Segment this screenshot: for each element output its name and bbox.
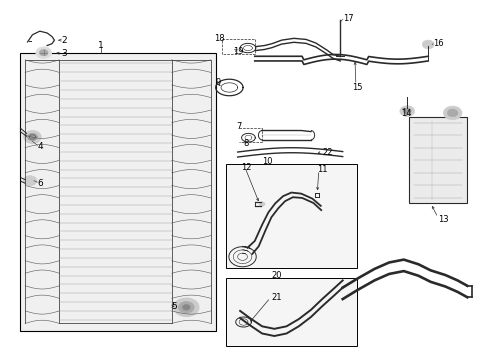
Circle shape <box>403 108 411 114</box>
Bar <box>409 117 467 203</box>
Text: 6: 6 <box>37 179 43 188</box>
Circle shape <box>39 49 48 56</box>
Text: 17: 17 <box>343 14 353 23</box>
Bar <box>226 278 357 346</box>
Circle shape <box>259 202 265 206</box>
Text: 11: 11 <box>318 166 328 175</box>
Text: 8: 8 <box>244 139 249 148</box>
Circle shape <box>173 298 199 317</box>
Text: 1: 1 <box>98 41 104 50</box>
Bar <box>226 164 357 268</box>
Text: 10: 10 <box>262 157 272 166</box>
Circle shape <box>24 131 41 143</box>
Circle shape <box>400 106 415 117</box>
Text: 9: 9 <box>216 78 221 87</box>
Bar <box>20 53 216 330</box>
Text: 21: 21 <box>272 293 282 302</box>
Circle shape <box>182 305 190 310</box>
Text: 18: 18 <box>214 34 225 43</box>
Circle shape <box>36 47 51 58</box>
Text: 20: 20 <box>272 271 282 280</box>
Text: 3: 3 <box>62 49 68 58</box>
Text: 22: 22 <box>322 148 333 157</box>
Text: 2: 2 <box>62 36 68 45</box>
Circle shape <box>178 302 194 313</box>
Text: 19: 19 <box>233 47 243 56</box>
Text: 4: 4 <box>37 142 43 151</box>
Text: 12: 12 <box>241 163 251 172</box>
Circle shape <box>443 106 462 120</box>
Text: 13: 13 <box>438 215 449 224</box>
Circle shape <box>447 109 458 117</box>
Text: 15: 15 <box>352 83 363 92</box>
Text: 5: 5 <box>172 302 177 311</box>
Circle shape <box>422 40 434 49</box>
Text: 14: 14 <box>401 109 412 118</box>
Circle shape <box>23 176 37 186</box>
Text: 16: 16 <box>433 39 444 48</box>
Circle shape <box>27 134 37 140</box>
Text: 7: 7 <box>236 122 242 131</box>
